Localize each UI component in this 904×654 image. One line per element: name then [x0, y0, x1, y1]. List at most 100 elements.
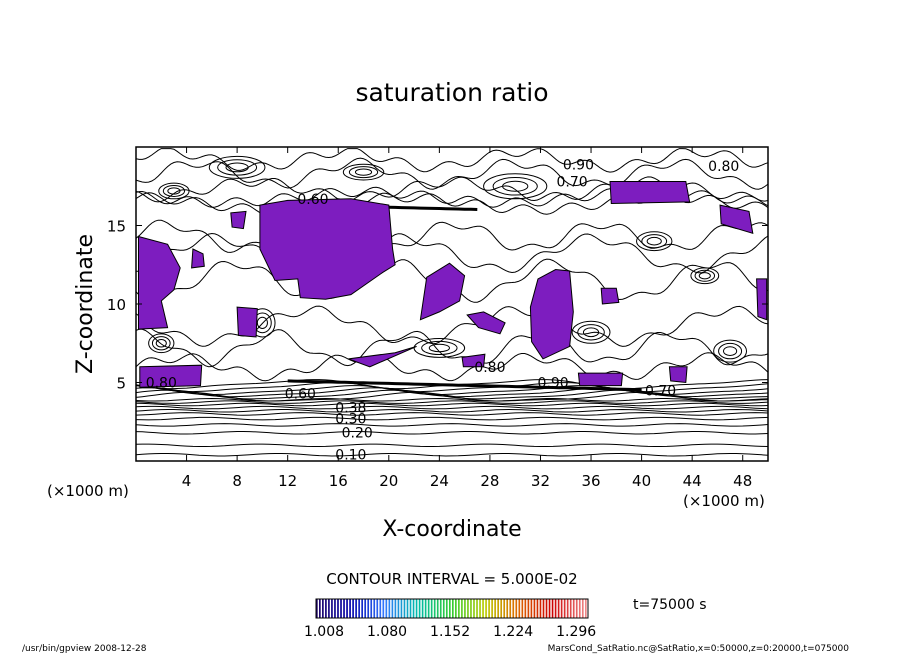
- x-tick-label: 48: [733, 472, 752, 490]
- colorbar-stripe: [515, 599, 518, 618]
- contour-line: [135, 352, 769, 382]
- supersaturated-region: [529, 268, 574, 360]
- colorbar-stripe: [406, 599, 409, 618]
- colorbar-frame: [315, 598, 589, 619]
- contour-label: 0.80: [474, 360, 505, 376]
- x-tick-label: 16: [329, 472, 348, 490]
- colorbar-stripe: [319, 599, 321, 618]
- supersaturated-region: [230, 210, 247, 230]
- x-axis-ticks: 4 8 12 16 20 24 28 32 36 40 44 48: [182, 147, 752, 490]
- contour-line: [135, 397, 769, 402]
- x-tick-label: 24: [430, 472, 449, 490]
- contour-cell: [694, 269, 716, 282]
- colorbar-stripe: [521, 599, 524, 618]
- contour-line: [135, 431, 769, 435]
- colorbar-stripe: [400, 599, 403, 618]
- contour-cell: [155, 338, 167, 348]
- supersaturated-region: [668, 366, 688, 384]
- colorbar-stripes: [316, 599, 587, 618]
- colorbar-stripe: [533, 599, 536, 618]
- colorbar-stripe: [382, 599, 385, 618]
- contour-cell: [698, 272, 711, 280]
- y-axis-title: Z-coordinate: [73, 234, 98, 374]
- colorbar-stripe: [581, 599, 584, 618]
- plot-area: 0.10 0.200.300.38 0.60 0.80 0.80 0.60 0.70 0.80…: [107, 146, 769, 490]
- x-tick-label: 28: [480, 472, 499, 490]
- colorbar-stripe: [497, 599, 499, 618]
- colorbar-stripe: [548, 599, 551, 618]
- contour-label: 0.60: [285, 386, 316, 402]
- supersaturated-region: [191, 248, 205, 269]
- x-tick-label: 40: [632, 472, 651, 490]
- colorbar-stripe: [458, 599, 460, 618]
- colorbar-stripe: [367, 599, 370, 618]
- contour-label: 0.90: [538, 376, 569, 392]
- colorbar-stripe: [331, 599, 333, 618]
- footer-right: MarsCond_SatRatio.nc@SatRatio,x=0:50000,…: [548, 644, 850, 654]
- contour-label: 0.38: [335, 401, 366, 417]
- x-tick-label: 12: [278, 472, 297, 490]
- colorbar-stripe: [355, 599, 357, 618]
- colorbar-stripe: [470, 599, 472, 618]
- contour-cell: [646, 236, 662, 246]
- contour-label: 0.30: [335, 412, 366, 428]
- colorbar-stripe: [584, 599, 587, 618]
- colorbar-stripe: [473, 599, 475, 618]
- colorbar-stripe: [370, 599, 373, 618]
- colorbar-stripe: [361, 599, 363, 618]
- contour-cell: [167, 187, 181, 195]
- supersaturated-region: [577, 372, 624, 387]
- y-tick-label: 15: [107, 218, 126, 236]
- contour-line: [135, 402, 769, 407]
- colorbar-stripe: [316, 599, 318, 618]
- contour-cell: [582, 327, 600, 338]
- y-tick-label: 10: [107, 296, 126, 314]
- colorbar-stripe: [379, 599, 382, 618]
- colorbar-stripe: [340, 599, 342, 618]
- colorbar-stripe: [575, 599, 578, 618]
- x-tick-label: 8: [232, 472, 242, 490]
- colorbar-stripe: [364, 599, 367, 618]
- supersaturated-region: [719, 204, 754, 235]
- colorbar-stripe: [349, 599, 351, 618]
- contour-cell: [348, 166, 379, 179]
- colorbar-stripe: [430, 599, 433, 618]
- colorbar-stripe: [412, 599, 415, 618]
- contour-line: [135, 405, 769, 410]
- colorbar-stripe: [491, 599, 493, 618]
- supersaturated-region: [466, 311, 506, 335]
- contour-line: [135, 328, 769, 368]
- contour-cell: [636, 231, 673, 252]
- contour-line: [135, 400, 769, 404]
- colorbar-stripe: [467, 599, 469, 618]
- colorbar-stripe: [424, 599, 427, 618]
- colorbar-stripe: [542, 599, 545, 618]
- colorbar-stripe: [551, 599, 554, 618]
- contour-cell: [577, 324, 605, 341]
- colorbar-stripe: [388, 599, 391, 618]
- colorbar-stripe: [439, 599, 442, 618]
- footer-left: /usr/bin/gpview 2008-12-28: [22, 644, 147, 654]
- supersaturated-region: [139, 364, 203, 388]
- contour-cell: [690, 267, 720, 285]
- colorbar-stripe: [448, 599, 451, 618]
- colorbar-stripe: [322, 599, 324, 618]
- colorbar-stripe: [512, 599, 515, 618]
- contour-line: [135, 387, 769, 398]
- colorbar-stripe: [557, 599, 560, 618]
- x-tick-label: 32: [531, 472, 550, 490]
- colorbar-tick-label: 1.224: [493, 624, 533, 640]
- contour-line: [135, 423, 769, 427]
- contour-label: 0.90: [563, 157, 594, 173]
- colorbar-stripe: [485, 599, 487, 618]
- colorbar-stripe: [391, 599, 394, 618]
- colorbar-stripe: [461, 599, 463, 618]
- colorbar-stripe: [385, 599, 388, 618]
- time-label: t=75000 s: [633, 597, 707, 613]
- colorbar-tick-label: 1.080: [367, 624, 407, 640]
- colorbar-stripe: [560, 599, 563, 618]
- contour-line: [135, 453, 769, 457]
- contour-label: 0.80: [146, 376, 177, 392]
- contour-cell: [713, 339, 748, 363]
- contour-line: [135, 232, 769, 274]
